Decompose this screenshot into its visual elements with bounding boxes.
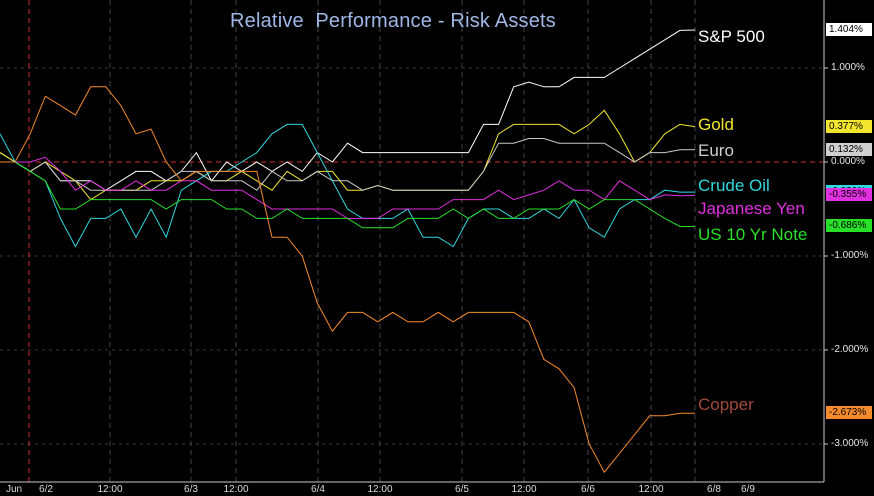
series-label: Japanese Yen bbox=[698, 199, 805, 218]
x-tick-label: 12:00 bbox=[223, 484, 249, 495]
series-line-copper bbox=[0, 86, 695, 474]
last-value-badge: -2.673% bbox=[826, 406, 872, 420]
y-tick-label: 1.000% bbox=[831, 62, 865, 73]
y-tick-label: -2.000% bbox=[831, 344, 869, 355]
series-layer bbox=[0, 29, 696, 474]
series-label: S&P 500 bbox=[698, 27, 765, 46]
series-label: Euro bbox=[698, 141, 734, 160]
series-line-us-10-yr-note bbox=[0, 161, 695, 229]
x-tick-label: 6/2 bbox=[39, 484, 53, 495]
x-tick-label: 6/8 bbox=[707, 484, 721, 495]
x-tick-label: 6/9 bbox=[741, 484, 755, 495]
series-line-crude-oil bbox=[0, 123, 695, 248]
y-tick-label: 0.000% bbox=[831, 156, 865, 167]
x-tick-label: 6/5 bbox=[455, 484, 469, 495]
chart-title: Relative Performance - Risk Assets bbox=[230, 10, 556, 32]
last-value-badge: 1.404% bbox=[826, 23, 872, 37]
last-value-badge: 0.132% bbox=[826, 142, 872, 156]
x-tick-label: 12:00 bbox=[638, 484, 664, 495]
series-label: US 10 Yr Note bbox=[698, 225, 808, 244]
y-tick-label: -1.000% bbox=[831, 250, 869, 261]
series-label: Crude Oil bbox=[698, 176, 770, 195]
last-value-badge: -0.686% bbox=[826, 219, 872, 233]
series-line-s-p-500 bbox=[0, 29, 696, 191]
series-line-gold bbox=[0, 109, 696, 201]
x-tick-label: 6/6 bbox=[581, 484, 595, 495]
x-tick-label: 6/3 bbox=[184, 484, 198, 495]
x-tick-label: 12:00 bbox=[97, 484, 123, 495]
last-value-badge: -0.355% bbox=[826, 188, 872, 202]
x-tick-label: 6/4 bbox=[311, 484, 325, 495]
x-tick-label: 12:00 bbox=[511, 484, 537, 495]
grid bbox=[0, 0, 824, 482]
series-label: Copper bbox=[698, 395, 754, 414]
y-tick-label: -3.000% bbox=[831, 438, 869, 449]
series-label: Gold bbox=[698, 115, 734, 134]
last-value-badge: 0.377% bbox=[826, 119, 872, 133]
x-tick-label: Jun bbox=[5, 484, 23, 495]
x-tick-label: 12:00 bbox=[367, 484, 393, 495]
series-line-euro bbox=[0, 138, 696, 191]
